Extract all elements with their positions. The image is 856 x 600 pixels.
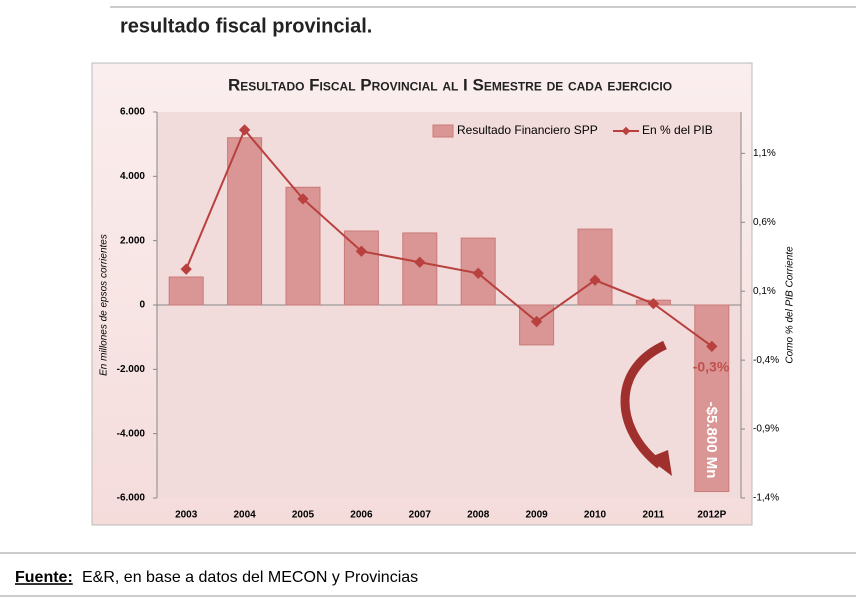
footer-label: Fuente:	[15, 569, 73, 586]
marker	[355, 245, 368, 257]
marker	[472, 267, 484, 279]
y2-tick-label: -0,4%	[753, 355, 779, 366]
bar	[402, 232, 438, 306]
y-tick-label: 4.000	[120, 171, 145, 182]
marker	[647, 297, 660, 310]
chart-title: Resultado Fiscal Provincial al I Semestr…	[228, 75, 672, 94]
annotation: -$5.800 Mn	[703, 402, 720, 479]
bar	[285, 186, 321, 306]
line	[185, 128, 713, 348]
y-tick-label: -2.000	[117, 364, 146, 375]
annotation: -0,3%	[693, 359, 730, 375]
y-tick-label: 6.000	[120, 107, 145, 118]
y-tick-label: 2.000	[120, 235, 145, 246]
marker	[414, 256, 426, 268]
y-tick-label: -6.000	[117, 493, 146, 504]
x-tick-label: 2007	[409, 510, 432, 521]
header-title: resultado fiscal provincial.	[120, 15, 372, 37]
y2-tick-label: 0,6%	[753, 217, 776, 228]
bar	[694, 304, 730, 493]
bar	[577, 228, 613, 306]
marker	[530, 315, 543, 328]
arrow-head	[648, 450, 672, 476]
marker	[589, 274, 601, 286]
y2-axis-label: Como % del PIB Corriente	[785, 246, 796, 364]
x-tick-label: 2003	[175, 510, 198, 521]
x-tick-label: 2008	[467, 510, 490, 521]
x-tick-label: 2009	[525, 510, 548, 521]
x-tick-label: 2005	[292, 510, 315, 521]
legend-swatch	[432, 124, 454, 138]
y2-tick-label: -0,9%	[753, 424, 779, 435]
x-tick-label: 2006	[350, 510, 373, 521]
marker	[706, 340, 718, 353]
bar	[343, 230, 379, 306]
bar	[227, 137, 263, 306]
x-tick-label: 2011	[643, 510, 665, 521]
legend-label: Resultado Financiero SPP	[457, 123, 598, 137]
y-axis-label: En millones de epsos corrientes	[99, 234, 110, 376]
footer-text: E&R, en base a datos del MECON y Provinc…	[82, 569, 418, 586]
y2-tick-label: 0,1%	[753, 286, 776, 297]
legend-label: En % del PIB	[642, 123, 713, 137]
marker	[238, 124, 251, 136]
marker	[180, 263, 192, 275]
y2-tick-label: -1,4%	[753, 493, 779, 504]
y-tick-label: 0	[139, 300, 145, 311]
marker	[297, 193, 309, 205]
x-tick-label: 2004	[233, 510, 256, 521]
y-tick-label: -4.000	[117, 428, 146, 439]
arrow	[620, 340, 667, 469]
x-tick-label: 2010	[584, 510, 607, 521]
y2-tick-label: 1,1%	[753, 148, 776, 159]
x-tick-label: 2012P	[697, 510, 726, 521]
bar	[168, 276, 204, 306]
